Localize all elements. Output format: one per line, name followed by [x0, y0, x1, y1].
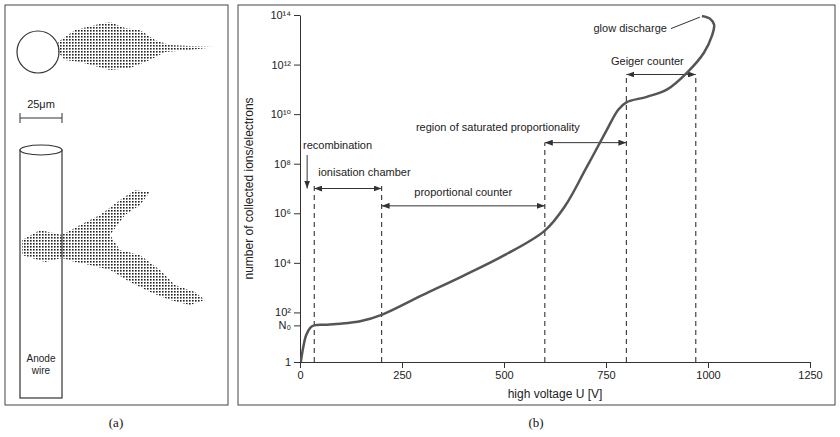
tick-mark — [294, 114, 300, 115]
tick: 10¹² — [271, 59, 300, 71]
tick: 10¹⁰ — [271, 108, 300, 120]
tick-mark — [294, 312, 300, 313]
tick: 10¹⁴ — [270, 9, 300, 21]
region-arrow — [307, 155, 308, 188]
tick: N₀ — [278, 319, 300, 331]
tick-mark — [294, 362, 300, 363]
tick: 750 — [597, 362, 615, 381]
tick: 10² — [275, 306, 300, 318]
x-axis: 0 250 500 750 1000 1250 — [297, 362, 822, 381]
region-label: proportional counter — [414, 186, 512, 198]
tick-label: 10¹⁴ — [270, 9, 291, 21]
tick: 10⁸ — [274, 158, 300, 170]
region-arrow — [382, 205, 545, 206]
tick: 0 — [297, 362, 303, 381]
annotation-leader — [671, 17, 700, 28]
x-axis-title: high voltage U [V] — [508, 387, 603, 401]
scale-bar-end — [62, 113, 63, 123]
tick-label: 1 — [285, 356, 291, 368]
tick-mark — [294, 263, 300, 264]
wire-top — [20, 145, 62, 155]
tick-label: 10¹² — [271, 59, 291, 71]
tick-mark — [606, 362, 607, 368]
region-arrow — [545, 142, 627, 143]
panel-b: 0 250 500 750 1000 1250 1 N₀10² 10⁴ 10⁶ 10⁸ 10¹⁰ 10¹… — [238, 5, 835, 405]
tick-mark — [294, 325, 300, 326]
tick-label: N₀ — [278, 319, 291, 331]
region-label: recombination — [303, 139, 372, 151]
tick-label: 1250 — [798, 369, 822, 381]
wire-body — [20, 150, 62, 398]
tick-mark — [504, 362, 505, 368]
tick: 1000 — [696, 362, 720, 381]
tick-label: 10⁸ — [274, 158, 291, 170]
axis-line — [301, 362, 811, 363]
region-boundary — [626, 74, 627, 362]
tick-label: 500 — [495, 369, 513, 381]
tick: 1250 — [798, 362, 822, 381]
tick-mark — [810, 362, 811, 368]
tick: 10⁶ — [274, 207, 300, 219]
tick: 250 — [393, 362, 411, 381]
tick-label: 10⁶ — [274, 207, 291, 219]
tick-mark — [294, 65, 300, 66]
regions: recombination ionisation chamberproportio… — [303, 55, 696, 362]
region-boundary — [695, 74, 696, 362]
y-axis: 1 N₀10² 10⁴ 10⁶ 10⁸ 10¹⁰ 10¹² 10¹⁴ — [270, 9, 300, 368]
axis-line — [300, 16, 301, 363]
tick-mark — [294, 15, 300, 16]
region-arrow — [314, 188, 381, 189]
tick-mark — [708, 362, 709, 368]
region-boundary — [381, 182, 382, 362]
figure: 25μm Anodewire (a) 0 250 500 750 1000 1250 1 N₀10²… — [0, 0, 840, 437]
tick-label: 10¹⁰ — [271, 108, 292, 120]
avalanche — [22, 230, 62, 262]
panel-frame — [5, 5, 228, 405]
avalanche — [62, 190, 205, 305]
plot-area — [301, 16, 714, 362]
tick-label: 750 — [597, 369, 615, 381]
tick: 1 — [285, 356, 300, 368]
wire-label: Anodewire — [27, 353, 56, 376]
avalanche — [58, 22, 215, 70]
panel-label: (a) — [109, 415, 123, 430]
tick: 500 — [495, 362, 513, 381]
region-boundary — [544, 143, 545, 362]
tick-mark — [300, 362, 301, 368]
tick-mark — [294, 164, 300, 165]
region-boundary — [314, 182, 315, 362]
panel-frame — [238, 5, 835, 405]
region-label: region of saturated proportionality — [416, 121, 580, 133]
scale-bar-end — [20, 113, 21, 123]
tick-mark — [294, 213, 300, 214]
panel-label: (b) — [528, 415, 543, 430]
tick-label: 250 — [393, 369, 411, 381]
annotation: glow discharge — [594, 22, 667, 34]
tick-label: 1000 — [696, 369, 720, 381]
panel-a: 25μm Anodewire — [5, 5, 228, 405]
tick-label: 10⁴ — [274, 257, 291, 269]
region-label: ionisation chamber — [318, 166, 411, 178]
tick-mark — [402, 362, 403, 368]
curve — [301, 16, 714, 362]
scale-label: 25μm — [27, 98, 55, 110]
tick-label: 0 — [297, 369, 303, 381]
y-axis-title: number of collected ions/electrons — [242, 97, 256, 279]
scale-bar — [20, 117, 62, 118]
wire-cross-section — [17, 31, 59, 73]
tick: 10⁴ — [274, 257, 300, 269]
region-label: Geiger counter — [611, 55, 684, 67]
tick-label: 10² — [275, 306, 291, 318]
